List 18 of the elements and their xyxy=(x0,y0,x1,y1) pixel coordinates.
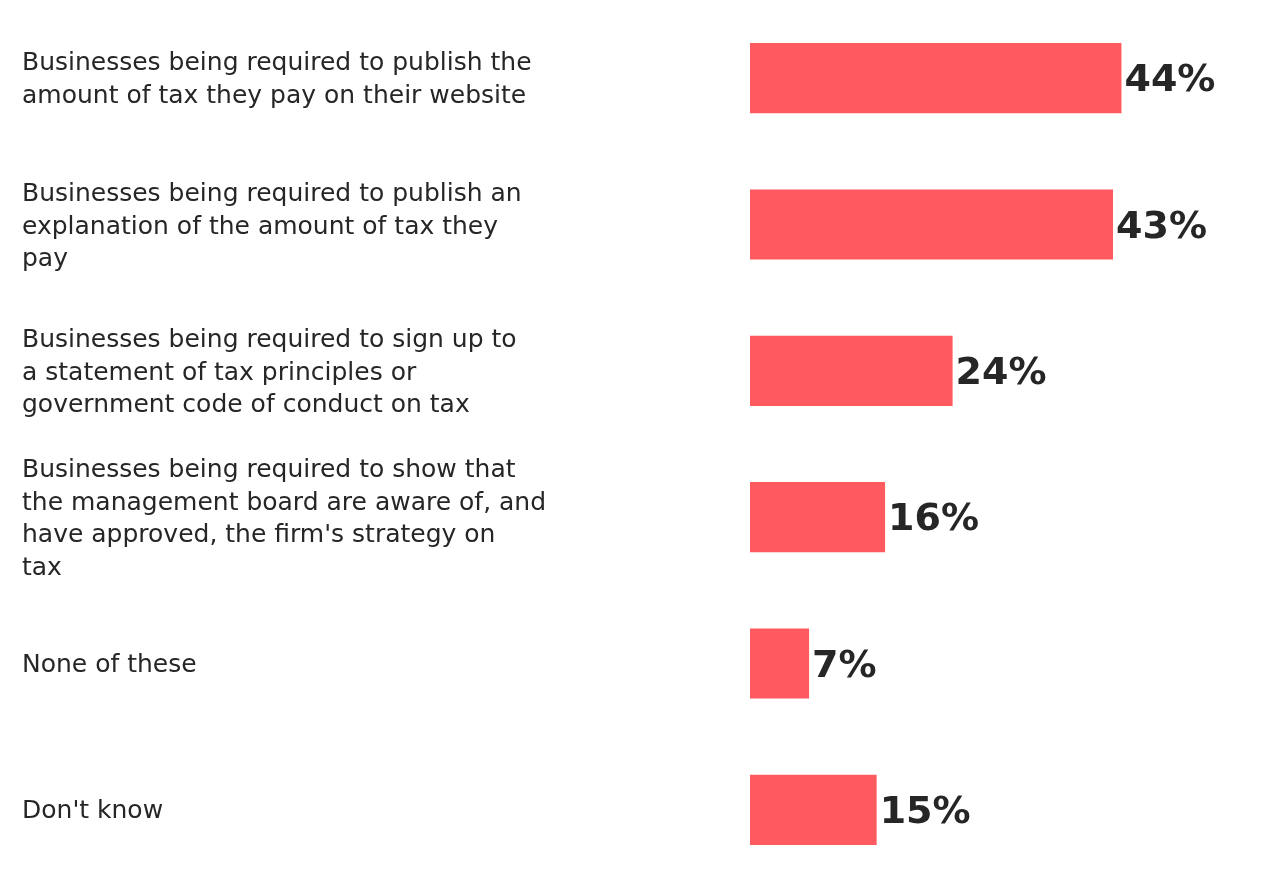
bar xyxy=(750,335,953,406)
data-label: 15% xyxy=(879,787,971,832)
bar xyxy=(750,43,1122,114)
data-label: 7% xyxy=(812,641,877,686)
bar xyxy=(750,189,1114,260)
bar xyxy=(750,628,810,699)
y-tick-label: None of these xyxy=(22,649,197,678)
data-label: 16% xyxy=(888,495,980,540)
y-tick-label: Don't know xyxy=(22,795,164,824)
y-tick-label: Businesses being required to show that the management board are aware of, and have approved, the firm's strategy on tax xyxy=(22,454,547,581)
y-tick-label: Businesses being required to sign up to a statement of tax principles or government code of conduct on tax xyxy=(22,324,517,418)
data-label: 43% xyxy=(1116,202,1207,247)
bar xyxy=(750,482,886,553)
data-label: 24% xyxy=(955,348,1047,393)
y-tick-label: Businesses being required to publish an explanation of the amount of tax they pay xyxy=(22,178,522,272)
bar xyxy=(750,774,877,845)
y-tick-label: Businesses being required to publish the amount of tax they pay on their website xyxy=(22,47,532,109)
data-label: 44% xyxy=(1124,56,1216,101)
